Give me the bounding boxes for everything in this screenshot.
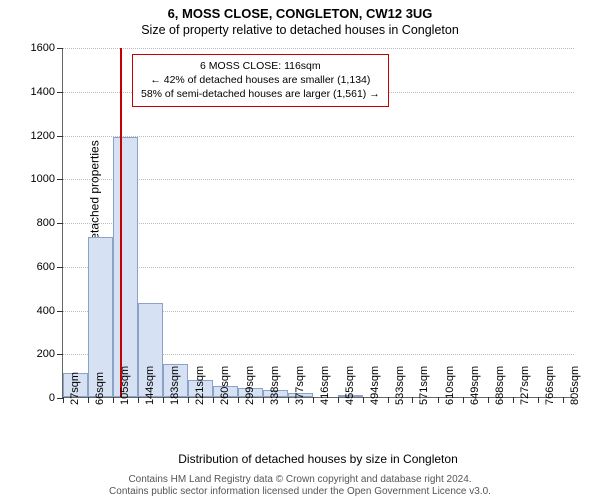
annotation-box: 6 MOSS CLOSE: 116sqm ← 42% of detached h… xyxy=(132,54,389,107)
ytick-label: 200 xyxy=(37,348,63,360)
ytick-label: 1000 xyxy=(31,173,63,185)
xtick-label: 27sqm xyxy=(69,372,81,405)
xtick-label: 455sqm xyxy=(344,366,356,405)
xtick-label: 766sqm xyxy=(544,366,556,405)
xtick-label: 688sqm xyxy=(494,366,506,405)
xtick xyxy=(263,397,264,403)
xtick xyxy=(213,397,214,403)
gridline xyxy=(63,179,574,180)
xtick xyxy=(363,397,364,403)
xtick xyxy=(313,397,314,403)
xtick-label: 260sqm xyxy=(219,366,231,405)
gridline xyxy=(63,223,574,224)
gridline xyxy=(63,136,574,137)
xtick xyxy=(288,397,289,403)
xtick xyxy=(88,397,89,403)
xtick-label: 299sqm xyxy=(244,366,256,405)
xtick xyxy=(463,397,464,403)
annotation-line1: 6 MOSS CLOSE: 116sqm xyxy=(141,59,380,73)
xtick xyxy=(538,397,539,403)
xtick-label: 221sqm xyxy=(194,366,206,405)
xtick xyxy=(338,397,339,403)
ytick-label: 1600 xyxy=(31,42,63,54)
xtick-label: 66sqm xyxy=(94,372,106,405)
xtick xyxy=(488,397,489,403)
xtick-label: 494sqm xyxy=(369,366,381,405)
ytick-label: 600 xyxy=(37,261,63,273)
xtick-label: 183sqm xyxy=(169,366,181,405)
xtick xyxy=(63,397,64,403)
page-title: 6, MOSS CLOSE, CONGLETON, CW12 3UG xyxy=(0,0,600,21)
xtick-label: 649sqm xyxy=(469,366,481,405)
xtick xyxy=(188,397,189,403)
xtick-label: 105sqm xyxy=(119,366,131,405)
xtick xyxy=(113,397,114,403)
footer-line1: Contains HM Land Registry data © Crown c… xyxy=(0,474,600,486)
ytick-label: 0 xyxy=(49,392,63,404)
footer-attribution: Contains HM Land Registry data © Crown c… xyxy=(0,474,600,498)
property-marker-line xyxy=(120,48,122,397)
xtick xyxy=(412,397,413,403)
x-axis-label: Distribution of detached houses by size … xyxy=(62,452,574,466)
plot-area: 0200400600800100012001400160027sqm66sqm1… xyxy=(62,48,574,398)
xtick xyxy=(438,397,439,403)
chart-subtitle: Size of property relative to detached ho… xyxy=(0,21,600,37)
xtick xyxy=(163,397,164,403)
xtick-label: 571sqm xyxy=(418,366,430,405)
ytick-label: 1200 xyxy=(31,130,63,142)
xtick-label: 727sqm xyxy=(519,366,531,405)
xtick xyxy=(513,397,514,403)
ytick-label: 400 xyxy=(37,305,63,317)
xtick-label: 533sqm xyxy=(394,366,406,405)
histogram-bar xyxy=(113,137,138,397)
xtick xyxy=(563,397,564,403)
gridline xyxy=(63,48,574,49)
ytick-label: 800 xyxy=(37,217,63,229)
xtick xyxy=(388,397,389,403)
annotation-line2: ← 42% of detached houses are smaller (1,… xyxy=(141,73,380,87)
xtick xyxy=(238,397,239,403)
xtick-label: 338sqm xyxy=(269,366,281,405)
annotation-line3: 58% of semi-detached houses are larger (… xyxy=(141,87,380,101)
xtick-label: 416sqm xyxy=(319,366,331,405)
xtick-label: 610sqm xyxy=(444,366,456,405)
xtick-label: 805sqm xyxy=(569,366,581,405)
gridline xyxy=(63,267,574,268)
xtick-label: 144sqm xyxy=(144,366,156,405)
xtick-label: 377sqm xyxy=(294,366,306,405)
ytick-label: 1400 xyxy=(31,86,63,98)
footer-line2: Contains public sector information licen… xyxy=(0,486,600,498)
xtick xyxy=(138,397,139,403)
